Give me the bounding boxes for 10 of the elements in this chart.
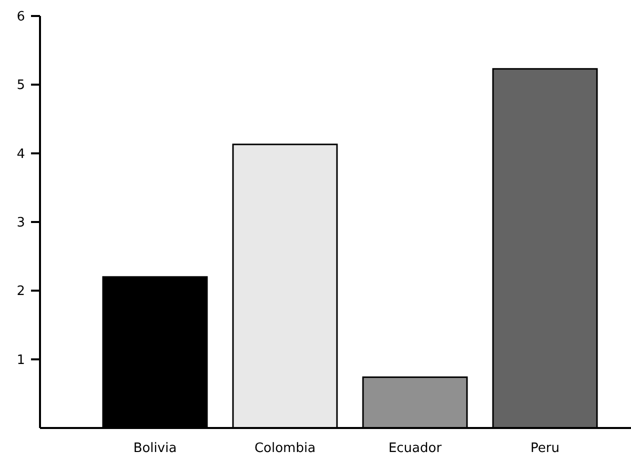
x-tick-label: Colombia <box>254 441 316 456</box>
y-tick-label: 1 <box>16 352 25 368</box>
y-tick-label: 5 <box>16 78 25 94</box>
x-tick-label: Ecuador <box>388 441 442 456</box>
y-tick-label: 3 <box>16 216 25 231</box>
x-tick-label: Peru <box>530 441 560 456</box>
y-tick-label: 2 <box>16 284 25 300</box>
y-tick-label: 4 <box>16 146 25 162</box>
x-tick-label: Bolivia <box>133 441 177 456</box>
y-tick-label: 6 <box>16 10 25 25</box>
